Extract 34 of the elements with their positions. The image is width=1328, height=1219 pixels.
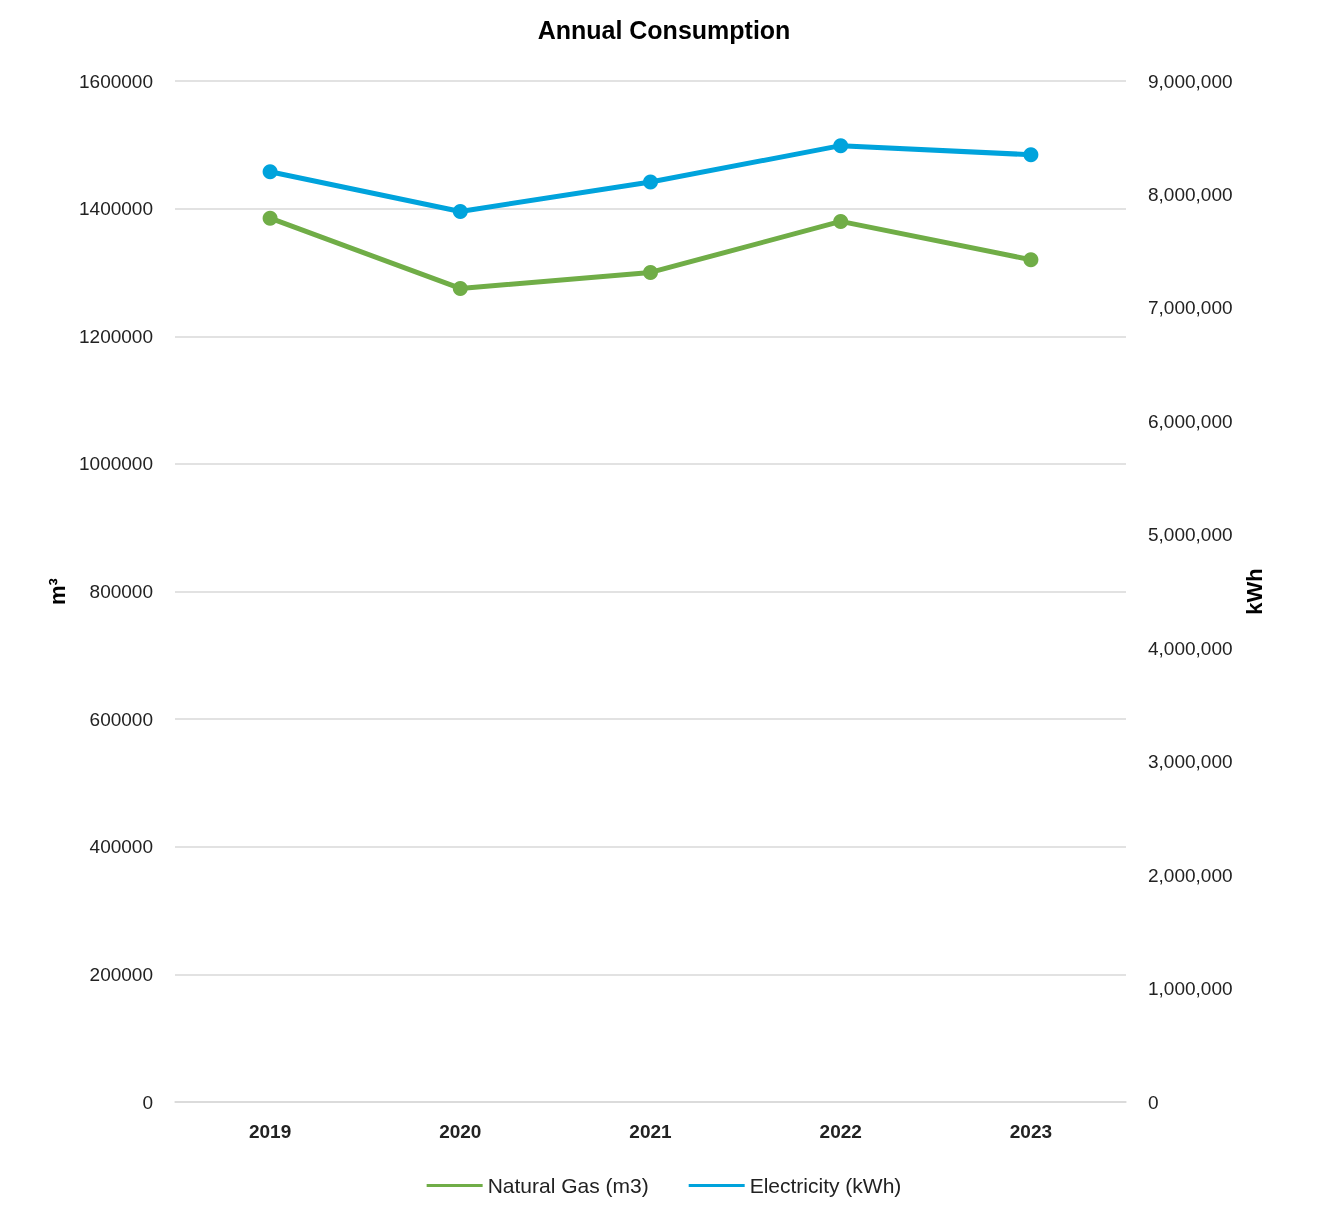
y-tick-label: 400000 <box>89 836 153 858</box>
point <box>643 264 658 280</box>
x-tick-label: 2022 <box>819 1121 862 1142</box>
y2-axis-title: kWh <box>1241 568 1267 615</box>
x-tick-label: 2021 <box>629 1121 673 1142</box>
x-tick-label: 2020 <box>439 1121 482 1142</box>
y2-tick-label: 2,000,000 <box>1148 864 1233 886</box>
y2-tick-label: 6,000,000 <box>1148 410 1233 432</box>
point <box>262 210 278 226</box>
legend-label: Electricity (kWh) <box>749 1174 902 1197</box>
point <box>452 280 468 296</box>
x-tick-label: 2019 <box>248 1121 292 1142</box>
y-tick-label: 1200000 <box>79 325 153 347</box>
y-tick-label: 800000 <box>89 581 153 602</box>
y-tick-label: 200000 <box>89 963 153 985</box>
point <box>1023 252 1039 268</box>
y2-tick-label: 8,000,000 <box>1148 183 1233 205</box>
y-tick-label: 600000 <box>89 708 153 730</box>
point <box>833 213 849 229</box>
y2-tick-label: 1,000,000 <box>1148 978 1233 1000</box>
y2-tick-label: 7,000,000 <box>1148 297 1233 319</box>
chart-title: Annual Consumption <box>537 15 791 44</box>
y2-tick-label: 4,000,000 <box>1148 637 1233 659</box>
y-tick-label: 0 <box>142 1091 153 1113</box>
y-axis-title: m³ <box>44 578 70 605</box>
legend-label: Natural Gas (m3) <box>487 1174 649 1197</box>
y-tick-label: 1000000 <box>79 453 153 475</box>
y2-tick-label: 0 <box>1148 1091 1159 1113</box>
y-tick-label: 1400000 <box>79 198 153 220</box>
x-tick-label: 2023 <box>1009 1121 1053 1142</box>
y2-tick-label: 3,000,000 <box>1148 751 1233 773</box>
y2-tick-label: 9,000,000 <box>1148 70 1233 92</box>
y-tick-label: 1600000 <box>79 70 153 92</box>
y2-tick-label: 5,000,000 <box>1148 524 1233 546</box>
